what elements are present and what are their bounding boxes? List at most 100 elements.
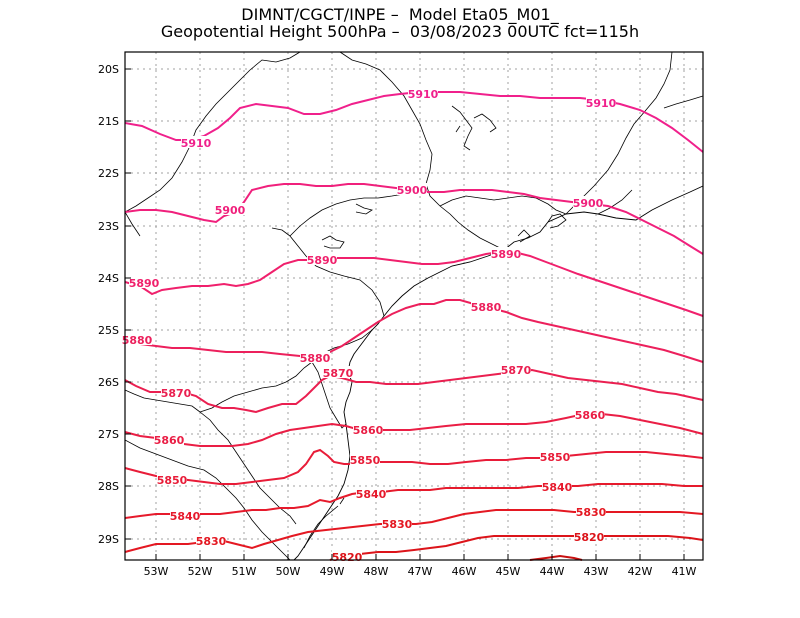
contour-label: 5850	[540, 451, 571, 464]
contour-5820	[329, 535, 704, 561]
lon-label: 48W	[364, 565, 389, 578]
contour-label: 5870	[161, 387, 192, 400]
contour-label: 5840	[356, 488, 387, 501]
longitude-ticks	[155, 554, 685, 560]
contour-label: 5840	[170, 510, 201, 523]
contour-5870	[124, 368, 704, 414]
contour-label: 5870	[323, 367, 354, 380]
contour-label-bg	[332, 550, 362, 562]
lon-label: 51W	[232, 565, 257, 578]
contour-labels: 5910 5910 5910 5900 5900 5900 5890 5890 5890 5880…	[122, 87, 617, 564]
contour-label: 5890	[491, 248, 522, 261]
lon-label: 41W	[672, 565, 697, 578]
contour-label-bg	[196, 534, 226, 546]
lon-label: 43W	[584, 565, 609, 578]
contour-label-bg	[350, 453, 380, 465]
lat-label: 25S	[98, 324, 119, 337]
lat-label: 23S	[98, 220, 119, 233]
lat-label: 27S	[98, 428, 119, 441]
contour-label: 5900	[215, 204, 246, 217]
contour-5850	[124, 448, 704, 485]
longitude-axis: 53W 52W 51W 50W 49W 48W 47W 46W 45W 44W …	[144, 565, 697, 578]
lon-label: 49W	[320, 565, 345, 578]
contour-label: 5900	[573, 197, 604, 210]
contour-label: 5830	[576, 506, 607, 519]
contour-label-bg	[573, 196, 603, 208]
lon-label: 46W	[452, 565, 477, 578]
contour-label: 5910	[586, 97, 617, 110]
contour-label-bg	[540, 450, 570, 462]
contour-5810-fragment	[529, 554, 583, 561]
contour-label: 5910	[181, 137, 212, 150]
contour-label-bg	[181, 136, 211, 148]
contour-5890	[124, 251, 704, 317]
contour-label-bg	[501, 363, 531, 375]
lagoon-outline	[303, 497, 345, 549]
contour-label-bg	[382, 517, 412, 529]
contour-label: 5840	[542, 481, 573, 494]
contour-label-bg	[576, 505, 606, 517]
contour-label-bg	[215, 203, 245, 215]
contour-label: 5860	[353, 424, 384, 437]
contour-label: 5870	[501, 364, 532, 377]
contour-label: 5820	[574, 531, 605, 544]
contour-label-bg	[129, 276, 159, 288]
latitude-ticks	[125, 68, 131, 540]
contour-label: 5910	[408, 88, 439, 101]
lon-label: 52W	[188, 565, 213, 578]
contour-label-bg	[397, 183, 427, 195]
contour-label-bg	[353, 423, 383, 435]
contour-label-bg	[408, 87, 438, 99]
contour-5860	[124, 413, 704, 447]
lon-label: 50W	[276, 565, 301, 578]
title-line-2: Geopotential Height 500hPa – 03/08/2023 …	[160, 22, 640, 41]
map-frame	[124, 51, 704, 561]
contour-label: 5880	[471, 301, 502, 314]
lat-label: 24S	[98, 272, 119, 285]
contour-label-bg	[161, 386, 191, 398]
lon-label: 47W	[408, 565, 433, 578]
lat-label: 22S	[98, 167, 119, 180]
contour-label: 5860	[575, 409, 606, 422]
state-borders	[124, 51, 704, 561]
contour-label: 5900	[397, 184, 428, 197]
rivers	[321, 105, 497, 249]
contour-label-bg	[323, 366, 353, 378]
contour-label-bg	[122, 333, 152, 345]
title-line-1: DIMNT/CGCT/INPE – Model Eta05_M01_	[241, 5, 559, 24]
contour-label: 5890	[129, 277, 160, 290]
latitude-axis: 20S 21S 22S 23S 24S 25S 26S 27S 28S 29S	[98, 63, 119, 546]
lat-label: 20S	[98, 63, 119, 76]
contour-label-bg	[154, 433, 184, 445]
contour-label: 5820	[332, 551, 363, 564]
contour-label-bg	[575, 408, 605, 420]
contour-lines	[124, 91, 704, 561]
contour-label: 5880	[122, 334, 153, 347]
contour-label-bg	[471, 300, 501, 312]
contour-label: 5850	[350, 454, 381, 467]
contour-label-bg	[574, 530, 604, 542]
bay-outline	[517, 213, 567, 243]
contour-label: 5880	[300, 352, 331, 365]
contour-label-bg	[307, 253, 337, 265]
contour-label: 5890	[307, 254, 338, 267]
lon-label: 45W	[496, 565, 521, 578]
contour-label-bg	[586, 96, 616, 108]
contour-label: 5860	[154, 434, 185, 447]
contour-label: 5830	[382, 518, 413, 531]
contour-label-bg	[542, 480, 572, 492]
lat-label: 21S	[98, 115, 119, 128]
lat-label: 26S	[98, 376, 119, 389]
map-title: DIMNT/CGCT/INPE – Model Eta05_M01_ Geopot…	[0, 6, 800, 40]
lat-label: 29S	[98, 533, 119, 546]
lon-label: 53W	[144, 565, 169, 578]
contour-label-bg	[300, 351, 330, 363]
contour-label-bg	[170, 509, 200, 521]
contour-label: 5850	[157, 474, 188, 487]
contour-label-bg	[491, 247, 521, 259]
contour-5880	[124, 299, 704, 363]
lat-label: 28S	[98, 480, 119, 493]
contour-label-bg	[157, 473, 187, 485]
contour-label-bg	[356, 487, 386, 499]
